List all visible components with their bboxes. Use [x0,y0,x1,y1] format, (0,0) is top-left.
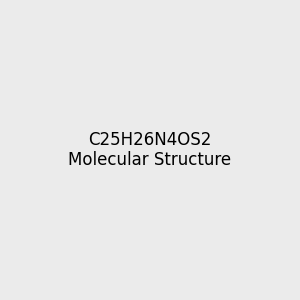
Text: C25H26N4OS2
Molecular Structure: C25H26N4OS2 Molecular Structure [68,130,232,170]
